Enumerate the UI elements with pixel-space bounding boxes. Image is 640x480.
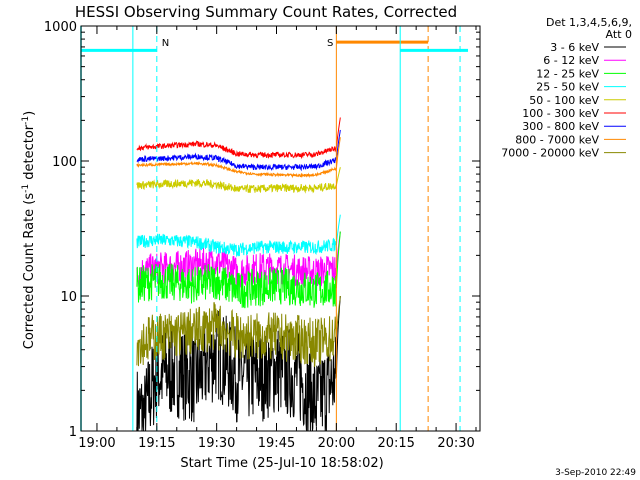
x-tick-label: 19:30 — [198, 436, 235, 451]
x-tick-label: 19:45 — [258, 436, 295, 451]
y-label-sup1: -1 — [21, 184, 31, 193]
legend-label-4: 25 - 50 keV — [536, 81, 599, 94]
series-line-3 — [136, 231, 341, 309]
series-layer — [136, 117, 341, 432]
flag-label-S: S — [327, 38, 333, 49]
y-label-mid: detector — [22, 124, 37, 184]
x-axis: 19:00 19:15 19:30 19:45 20:00 20:15 20:30 — [78, 26, 477, 451]
x-tick-label: 19:15 — [138, 436, 175, 451]
chart-title: HESSI Observing Summary Count Rates, Cor… — [75, 3, 457, 21]
legend-label-2: 6 - 12 keV — [543, 54, 599, 67]
x-axis-label: Start Time (25-Jul-10 18:58:02) — [180, 456, 383, 471]
y-axis: 1 10 100 1000 — [44, 20, 480, 440]
y-tick-label: 100 — [52, 155, 77, 170]
plot-frame — [80, 25, 481, 432]
legend-label-5: 50 - 100 keV — [529, 94, 599, 107]
x-tick-label: 19:00 — [78, 436, 115, 451]
legend-label-3: 12 - 25 keV — [536, 67, 599, 80]
series-line-6 — [136, 117, 341, 160]
y-label-sup2: -1 — [21, 116, 31, 125]
y-tick-label: 10 — [60, 290, 77, 305]
x-tick-label: 20:15 — [377, 436, 414, 451]
y-tick-label: 1000 — [44, 20, 77, 35]
legend-label-7: 300 - 800 keV — [522, 120, 599, 133]
series-line-8 — [136, 137, 341, 179]
series-line-1 — [136, 295, 341, 432]
series-line-9 — [136, 295, 341, 367]
legend-label-6: 100 - 300 keV — [522, 107, 599, 120]
legend-label-8: 800 - 7000 keV — [515, 133, 599, 146]
x-tick-label: 20:30 — [437, 436, 474, 451]
timestamp: 3-Sep-2010 22:49 — [555, 468, 636, 478]
legend-attenuator: Att 0 — [606, 28, 632, 41]
series-line-4 — [136, 214, 341, 258]
legend-label-1: 3 - 6 keV — [550, 41, 599, 54]
series-line-7 — [136, 129, 341, 172]
y-tick-label: 1 — [69, 425, 77, 440]
flag-label-N: N — [162, 38, 169, 49]
y-axis-label: Corrected Count Rate (s-1 detector-1) — [21, 111, 37, 349]
legend-header: Det 1,3,4,5,6,9, — [546, 16, 632, 29]
legend-label-9: 7000 - 20000 keV — [501, 147, 599, 160]
y-label-end: ) — [22, 111, 37, 116]
x-tick-label: 20:00 — [318, 436, 355, 451]
y-label-main: Corrected Count Rate (s — [22, 193, 37, 350]
series-line-5 — [136, 167, 341, 194]
